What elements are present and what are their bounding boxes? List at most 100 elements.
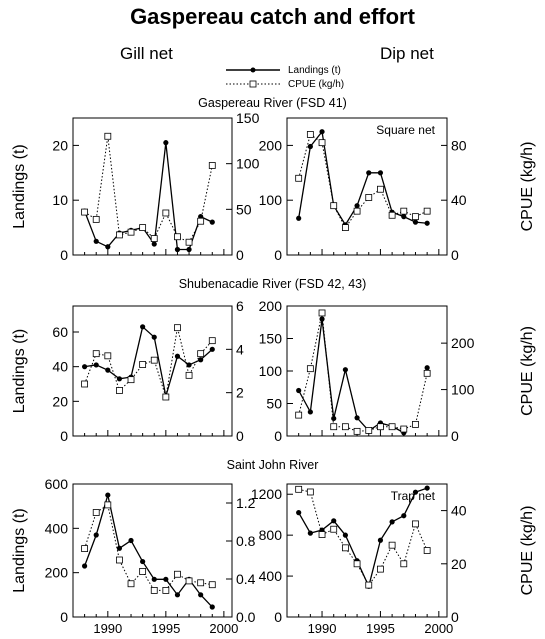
cpue-point <box>400 207 408 215</box>
y-right-tick-label: 2 <box>236 385 244 401</box>
cpue-point <box>127 228 135 236</box>
cpue-point <box>412 420 419 428</box>
landings-point <box>389 519 395 525</box>
cpue-point <box>104 501 112 509</box>
y-right-tick-label: 0 <box>236 428 244 444</box>
cpue-point <box>330 423 338 431</box>
legend-landings-marker <box>250 67 256 73</box>
plot-frame <box>286 483 448 618</box>
panel-3: 0 50 100 150 200 0 100 200 CPUE (kg/h) <box>259 298 536 444</box>
cpue-point <box>139 224 147 232</box>
y-left-tick-label: 400 <box>45 520 69 536</box>
landings-point <box>82 563 88 569</box>
cpue-point <box>423 547 431 554</box>
plot-frame <box>72 305 233 437</box>
x-tick-label: 1995 <box>366 621 395 636</box>
cpue-point <box>185 577 193 585</box>
landings-point <box>307 409 313 415</box>
landings-line <box>84 325 213 397</box>
y-right-tick-label: 100 <box>236 156 260 172</box>
cpue-point <box>330 202 338 210</box>
x-tick-label: 1990 <box>93 621 122 636</box>
cpue-point <box>295 174 303 182</box>
row-title-saint-john: Saint John River <box>226 458 319 472</box>
cpue-point <box>174 570 181 578</box>
cpue-point <box>412 520 419 528</box>
cpue-point <box>127 376 135 384</box>
plot-frame <box>72 117 233 256</box>
landings-point <box>186 246 192 253</box>
landings-point <box>93 238 99 244</box>
y-right-tick-label: 150 <box>236 110 260 126</box>
cpue-point <box>400 425 408 433</box>
cpue-point <box>92 350 100 358</box>
cpue-point <box>377 565 384 573</box>
landings-point <box>354 415 360 421</box>
y-left-tick-label: 0 <box>274 247 282 263</box>
cpue-point <box>330 525 338 533</box>
landings-point <box>93 362 99 368</box>
cpue-point <box>353 427 361 435</box>
cpue-point <box>318 309 326 317</box>
landings-point <box>140 558 146 565</box>
cpue-point <box>104 352 112 360</box>
cpue-point <box>306 488 314 496</box>
landings-point <box>186 362 192 368</box>
panel-4: 1990 1995 2000 0 200 400 600 0.0 0.4 0.8 1.2 Landin… <box>11 476 256 636</box>
panel-0: 0 10 20 0 50 100 150 Landings (t) <box>11 110 260 263</box>
cpue-point <box>185 238 193 246</box>
cpue-point <box>295 485 303 493</box>
y-axis-label-landings: Landings (t) <box>11 144 28 229</box>
landings-point <box>116 376 123 382</box>
legend-cpue-marker <box>249 80 257 88</box>
cpue-point <box>365 194 373 201</box>
landings-point <box>151 576 157 582</box>
x-tick-label: 1995 <box>151 621 180 636</box>
cpue-point <box>139 568 147 575</box>
landings-point <box>105 492 111 498</box>
cpue-point <box>92 215 100 223</box>
cpue-point <box>185 371 193 379</box>
cpue-point <box>162 393 170 401</box>
y-right-tick-label: 100 <box>451 382 475 398</box>
cpue-point <box>208 337 216 345</box>
cpue-point <box>400 560 408 568</box>
landings-point <box>174 353 181 359</box>
y-axis-label-cpue: CPUE (kg/h) <box>519 506 536 596</box>
cpue-point <box>81 208 89 216</box>
landings-point <box>151 334 157 340</box>
landings-point <box>412 489 419 495</box>
landings-point <box>151 241 157 247</box>
cpue-point <box>116 387 123 394</box>
y-left-tick-label: 800 <box>259 527 283 543</box>
cpue-point <box>388 541 396 549</box>
y-left-tick-label: 60 <box>52 324 68 340</box>
cpue-point <box>208 581 216 589</box>
cpue-point <box>116 231 123 239</box>
y-left-tick-label: 150 <box>259 331 283 347</box>
cpue-point <box>318 139 326 147</box>
landings-point <box>307 530 313 536</box>
cpue-point <box>197 350 205 358</box>
plot-frame <box>72 483 233 618</box>
y-right-tick-label: 200 <box>451 335 475 351</box>
landings-point <box>307 143 313 150</box>
landings-point <box>366 170 372 176</box>
cpue-point <box>139 361 147 368</box>
landings-point <box>140 324 146 330</box>
y-right-tick-label: 50 <box>236 201 252 217</box>
y-right-tick-label: 0.4 <box>236 571 256 587</box>
cpue-point <box>341 423 349 431</box>
cpue-point <box>208 162 216 169</box>
cpue-point <box>365 581 373 589</box>
y-right-tick-label: 40 <box>451 192 467 208</box>
landings-point <box>116 545 123 551</box>
x-tick-label: 2000 <box>424 621 453 636</box>
landings-point <box>331 518 337 524</box>
landings-point <box>342 532 348 538</box>
cpue-point <box>197 217 205 225</box>
landings-point <box>354 203 360 209</box>
y-right-tick-label: 6 <box>236 298 244 314</box>
landings-point <box>209 604 215 610</box>
landings-line <box>298 318 405 434</box>
